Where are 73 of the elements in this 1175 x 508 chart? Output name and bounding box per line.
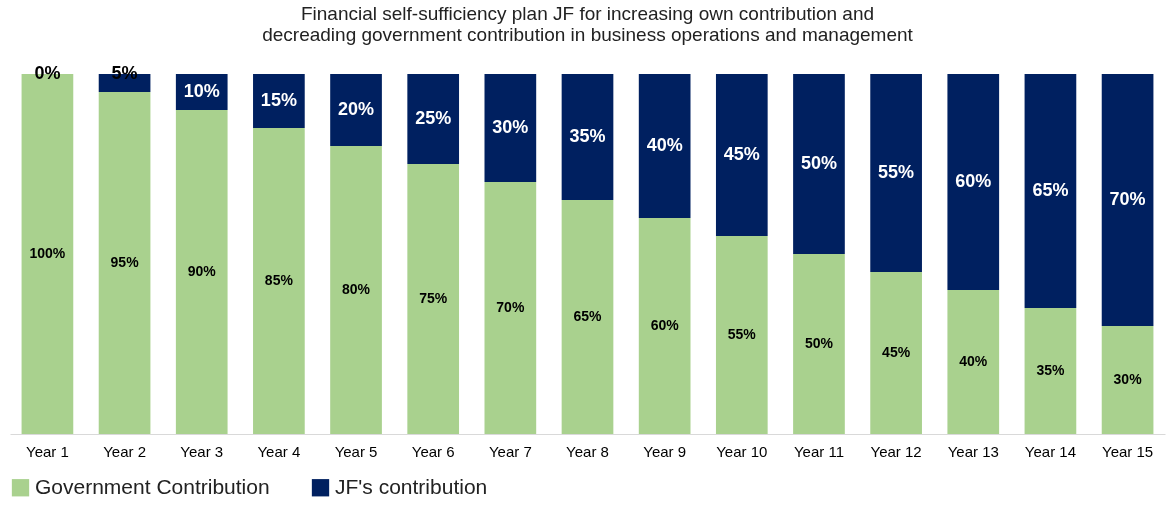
bar [1101, 326, 1154, 434]
bar [253, 74, 305, 128]
x-tick-label: Year 13 [947, 442, 999, 460]
data-label: 35% [569, 126, 606, 146]
data-label: 45% [882, 344, 911, 360]
bar [175, 110, 228, 434]
bar [793, 74, 845, 254]
bar [947, 74, 1000, 290]
data-label: 60% [650, 317, 680, 333]
bar [1024, 308, 1077, 434]
data-label: 70% [496, 299, 525, 315]
x-tick-label: Year 2 [103, 442, 146, 460]
data-label: 30% [492, 117, 529, 137]
data-label: 35% [1036, 362, 1065, 378]
data-label: 15% [260, 90, 297, 110]
bar [715, 74, 768, 236]
bar [870, 272, 922, 434]
data-label: 80% [342, 281, 371, 297]
bar [870, 74, 922, 272]
bar [253, 128, 305, 434]
data-label: 25% [415, 108, 452, 128]
data-label: 10% [183, 81, 220, 101]
data-label: 85% [264, 272, 294, 288]
data-label: 55% [727, 326, 757, 342]
bar [330, 74, 382, 146]
data-label: 70% [1109, 189, 1146, 209]
x-tick-label: Year 11 [793, 442, 844, 460]
x-tick-label: Year 4 [257, 442, 301, 460]
bar [484, 74, 537, 182]
bar [330, 146, 382, 434]
x-tick-label: Year 7 [488, 442, 532, 460]
data-label: 50% [800, 153, 837, 173]
bar [1024, 74, 1077, 308]
x-tick-label: Year 5 [334, 442, 378, 460]
bar [638, 218, 691, 434]
bar [561, 74, 614, 200]
data-label: 75% [419, 290, 448, 306]
x-tick-label: Year 6 [411, 442, 455, 460]
data-label: 65% [1032, 180, 1069, 200]
legend-label: Government Contribution [35, 474, 270, 498]
bar [638, 74, 691, 218]
data-label: 90% [187, 263, 217, 279]
data-label: 20% [338, 99, 375, 119]
data-label: 65% [573, 308, 603, 324]
data-label: 100% [29, 245, 66, 261]
x-tick-label: Year 15 [1101, 442, 1154, 460]
bar [1101, 74, 1154, 326]
data-label: 30% [1113, 371, 1143, 387]
data-label: 95% [110, 254, 140, 270]
data-label: 0% [34, 63, 61, 83]
x-tick-label: Year 10 [716, 442, 768, 460]
x-tick-label: Year 9 [643, 442, 687, 460]
bar [561, 200, 614, 434]
data-label: 55% [878, 162, 915, 182]
x-tick-label: Year 12 [870, 442, 922, 460]
data-label: 45% [723, 144, 760, 164]
legend-label: JF's contribution [335, 474, 488, 498]
data-label: 40% [646, 135, 683, 155]
x-tick-label: Year 1 [26, 442, 69, 460]
bar [947, 290, 1000, 434]
data-label: 50% [804, 335, 834, 351]
data-label: 40% [959, 353, 988, 369]
x-tick-label: Year 14 [1024, 442, 1077, 460]
chart-title: Financial self-sufficiency plan JF for increasing own contribution and decreading government contribution in business operations and management [262, 3, 914, 45]
bar [407, 164, 460, 434]
bar [407, 74, 460, 164]
data-label: 60% [955, 171, 992, 191]
bar [715, 236, 768, 434]
x-tick-label: Year 3 [180, 442, 224, 460]
x-tick-label: Year 8 [566, 442, 609, 460]
bar [98, 92, 151, 434]
bar [793, 254, 845, 434]
bar [484, 182, 537, 434]
